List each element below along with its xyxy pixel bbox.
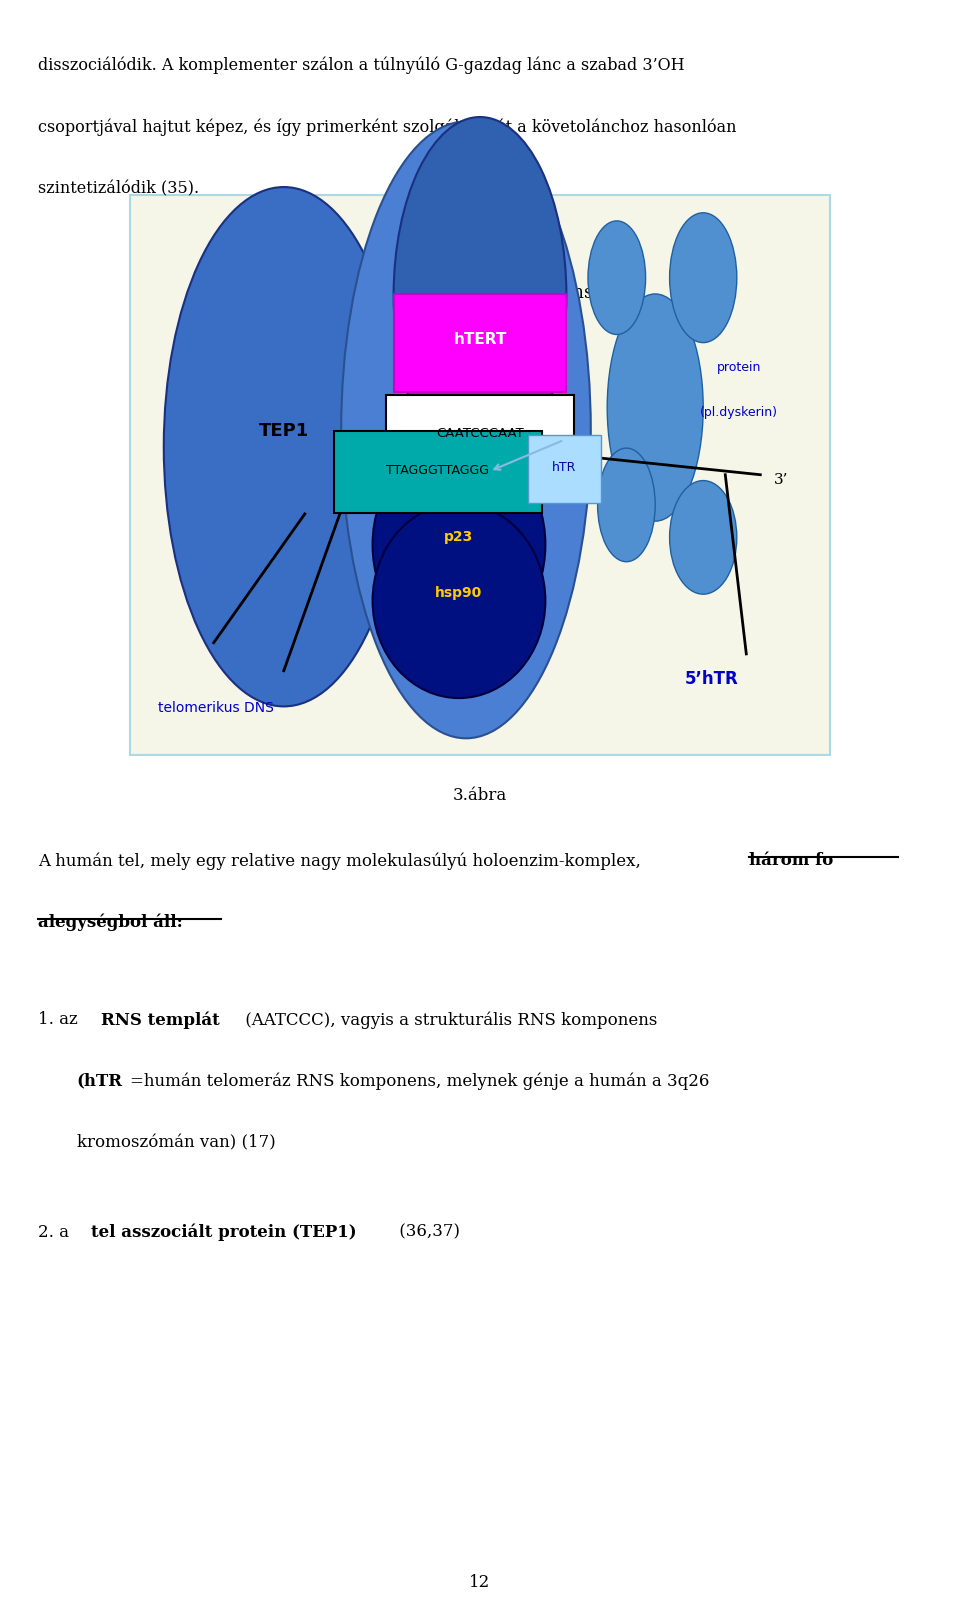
Text: 5’hTR: 5’hTR — [684, 670, 738, 688]
Text: A humán tel, mely egy relative nagy molekulasúlyú holoenzim-komplex,: A humán tel, mely egy relative nagy mole… — [38, 852, 646, 870]
Text: 3.ábra: 3.ábra — [453, 787, 507, 803]
Ellipse shape — [670, 213, 737, 342]
FancyBboxPatch shape — [528, 435, 601, 503]
Ellipse shape — [372, 440, 545, 651]
Text: p23: p23 — [444, 529, 473, 544]
Text: csoportjával hajtut képez, és így primerként szolgál, tehát a követolánchoz haso: csoportjával hajtut képez, és így primer… — [38, 118, 737, 136]
FancyBboxPatch shape — [130, 195, 830, 755]
Text: kromoszómán van) (17): kromoszómán van) (17) — [77, 1134, 276, 1151]
Text: alegységbol áll:: alegységbol áll: — [38, 914, 183, 932]
Ellipse shape — [597, 448, 655, 562]
Text: TTAGGGTTAGGG: TTAGGGTTAGGG — [387, 464, 490, 477]
FancyBboxPatch shape — [386, 394, 574, 476]
Text: =humán telomeráz RNS komponens, melynek génje a humán a 3q26: =humán telomeráz RNS komponens, melynek … — [130, 1073, 709, 1091]
Ellipse shape — [341, 122, 590, 738]
Text: hTR: hTR — [552, 461, 576, 474]
Text: telomerikus DNS: telomerikus DNS — [157, 701, 274, 716]
Text: disszociálódik. A komplementer szálon a túlnyúló G-gazdag lánc a szabad 3’OH: disszociálódik. A komplementer szálon a … — [38, 57, 685, 75]
Text: protein: protein — [717, 360, 761, 373]
Text: tel asszociált protein (TEP1): tel asszociált protein (TEP1) — [91, 1224, 357, 1242]
Text: (pl.dyskerin): (pl.dyskerin) — [700, 406, 779, 419]
Ellipse shape — [608, 294, 703, 521]
Text: 12: 12 — [469, 1574, 491, 1591]
FancyBboxPatch shape — [394, 294, 566, 391]
Ellipse shape — [372, 503, 545, 698]
Text: (36,37): (36,37) — [394, 1224, 460, 1240]
FancyBboxPatch shape — [334, 432, 541, 513]
Text: RNS templát: RNS templát — [101, 1011, 220, 1029]
Ellipse shape — [670, 480, 737, 594]
Text: három fo: három fo — [749, 852, 833, 868]
Text: CAATCCCAAT: CAATCCCAAT — [436, 427, 524, 440]
Ellipse shape — [164, 187, 404, 706]
Text: (AATCCC), vagyis a strukturális RNS komponens: (AATCCC), vagyis a strukturális RNS komp… — [240, 1011, 658, 1029]
Text: 2. a: 2. a — [38, 1224, 75, 1240]
Ellipse shape — [588, 221, 645, 334]
Text: szintetizálódik (35).: szintetizálódik (35). — [38, 180, 200, 196]
Text: TEP1: TEP1 — [258, 422, 309, 440]
Ellipse shape — [394, 117, 566, 474]
Text: A telomeráz fo komponensei: A telomeráz fo komponensei — [350, 282, 610, 302]
Text: hsp90: hsp90 — [435, 586, 483, 599]
Text: hTERT: hTERT — [453, 333, 507, 347]
Text: 1. az: 1. az — [38, 1011, 84, 1027]
Text: (hTR: (hTR — [77, 1073, 123, 1089]
Text: 3’: 3’ — [775, 474, 789, 487]
